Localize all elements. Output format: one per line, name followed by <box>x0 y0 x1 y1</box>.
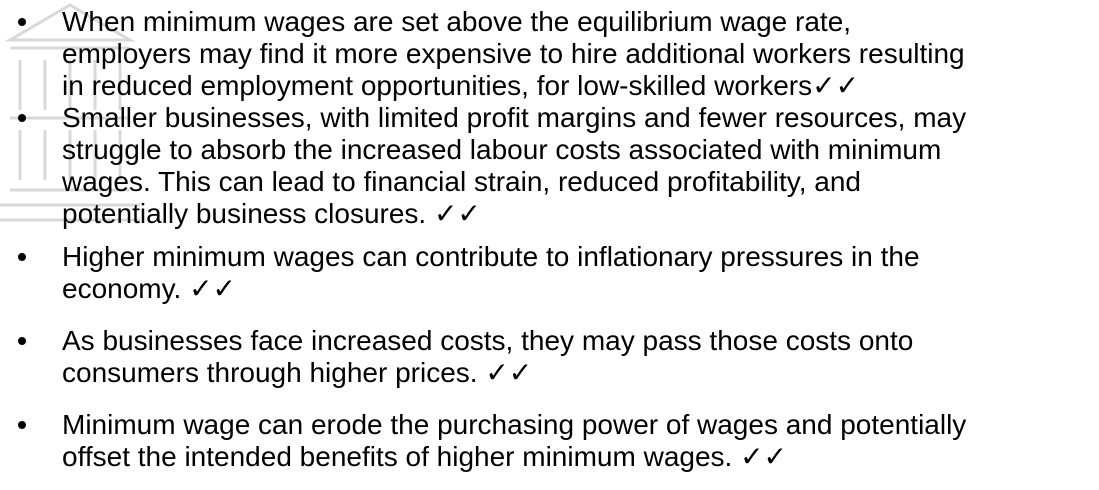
text-line: economy. ✓✓ <box>62 273 237 304</box>
bullet-item: When minimum wages are set above the equ… <box>0 6 1099 102</box>
bullet-item: As businesses face increased costs, they… <box>0 325 1099 389</box>
text-line: potentially business closures. ✓✓ <box>62 198 481 229</box>
text-line: Smaller businesses, with limited profit … <box>62 102 967 133</box>
text-line: wages. This can lead to financial strain… <box>62 166 861 197</box>
bullet-item: Smaller businesses, with limited profit … <box>0 102 1099 230</box>
text-line: When minimum wages are set above the equ… <box>62 6 852 37</box>
text-line: offset the intended benefits of higher m… <box>62 441 788 472</box>
text-line: consumers through higher prices. ✓✓ <box>62 357 533 388</box>
watermark <box>0 3 140 222</box>
text-line: struggle to absorb the increased labour … <box>62 134 942 165</box>
bullet-item: Minimum wage can erode the purchasing po… <box>0 409 1099 473</box>
text-line: in reduced employment opportunities, for… <box>62 70 860 101</box>
bullet-item: Higher minimum wages can contribute to i… <box>0 241 1099 305</box>
bullet-list: When minimum wages are set above the equ… <box>0 6 1099 473</box>
text-line: Higher minimum wages can contribute to i… <box>62 241 920 272</box>
text-line: As businesses face increased costs, they… <box>62 325 914 356</box>
text-line: employers may find it more expensive to … <box>62 38 965 69</box>
text-line: Minimum wage can erode the purchasing po… <box>62 409 967 440</box>
